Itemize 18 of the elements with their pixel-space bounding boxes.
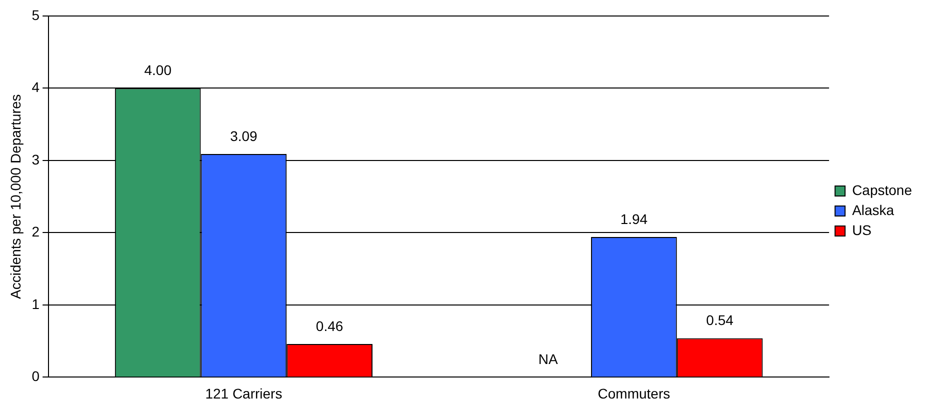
x-tick-label: 121 Carriers (205, 385, 282, 402)
y-axis-title: Accidents per 10,000 Departures (7, 94, 24, 299)
y-tick-label: 4 (32, 79, 40, 96)
y-tick-label: 0 (32, 368, 40, 384)
x-tick-label: Commuters (598, 385, 670, 402)
y-tick-label: 1 (32, 296, 40, 312)
legend-label: Alaska (852, 202, 894, 218)
legend-label: Capstone (852, 182, 912, 198)
legend-label: US (852, 222, 872, 238)
data-label: 1.94 (620, 210, 648, 227)
data-label: 0.46 (316, 318, 344, 334)
data-label: 4.00 (144, 62, 172, 78)
y-tick-label: 3 (32, 151, 40, 168)
data-label: 3.09 (230, 128, 258, 144)
text: NA (538, 351, 558, 368)
y-tick-label: 2 (32, 224, 40, 240)
data-label: 0.54 (706, 312, 734, 328)
y-tick-label: 5 (32, 6, 40, 23)
